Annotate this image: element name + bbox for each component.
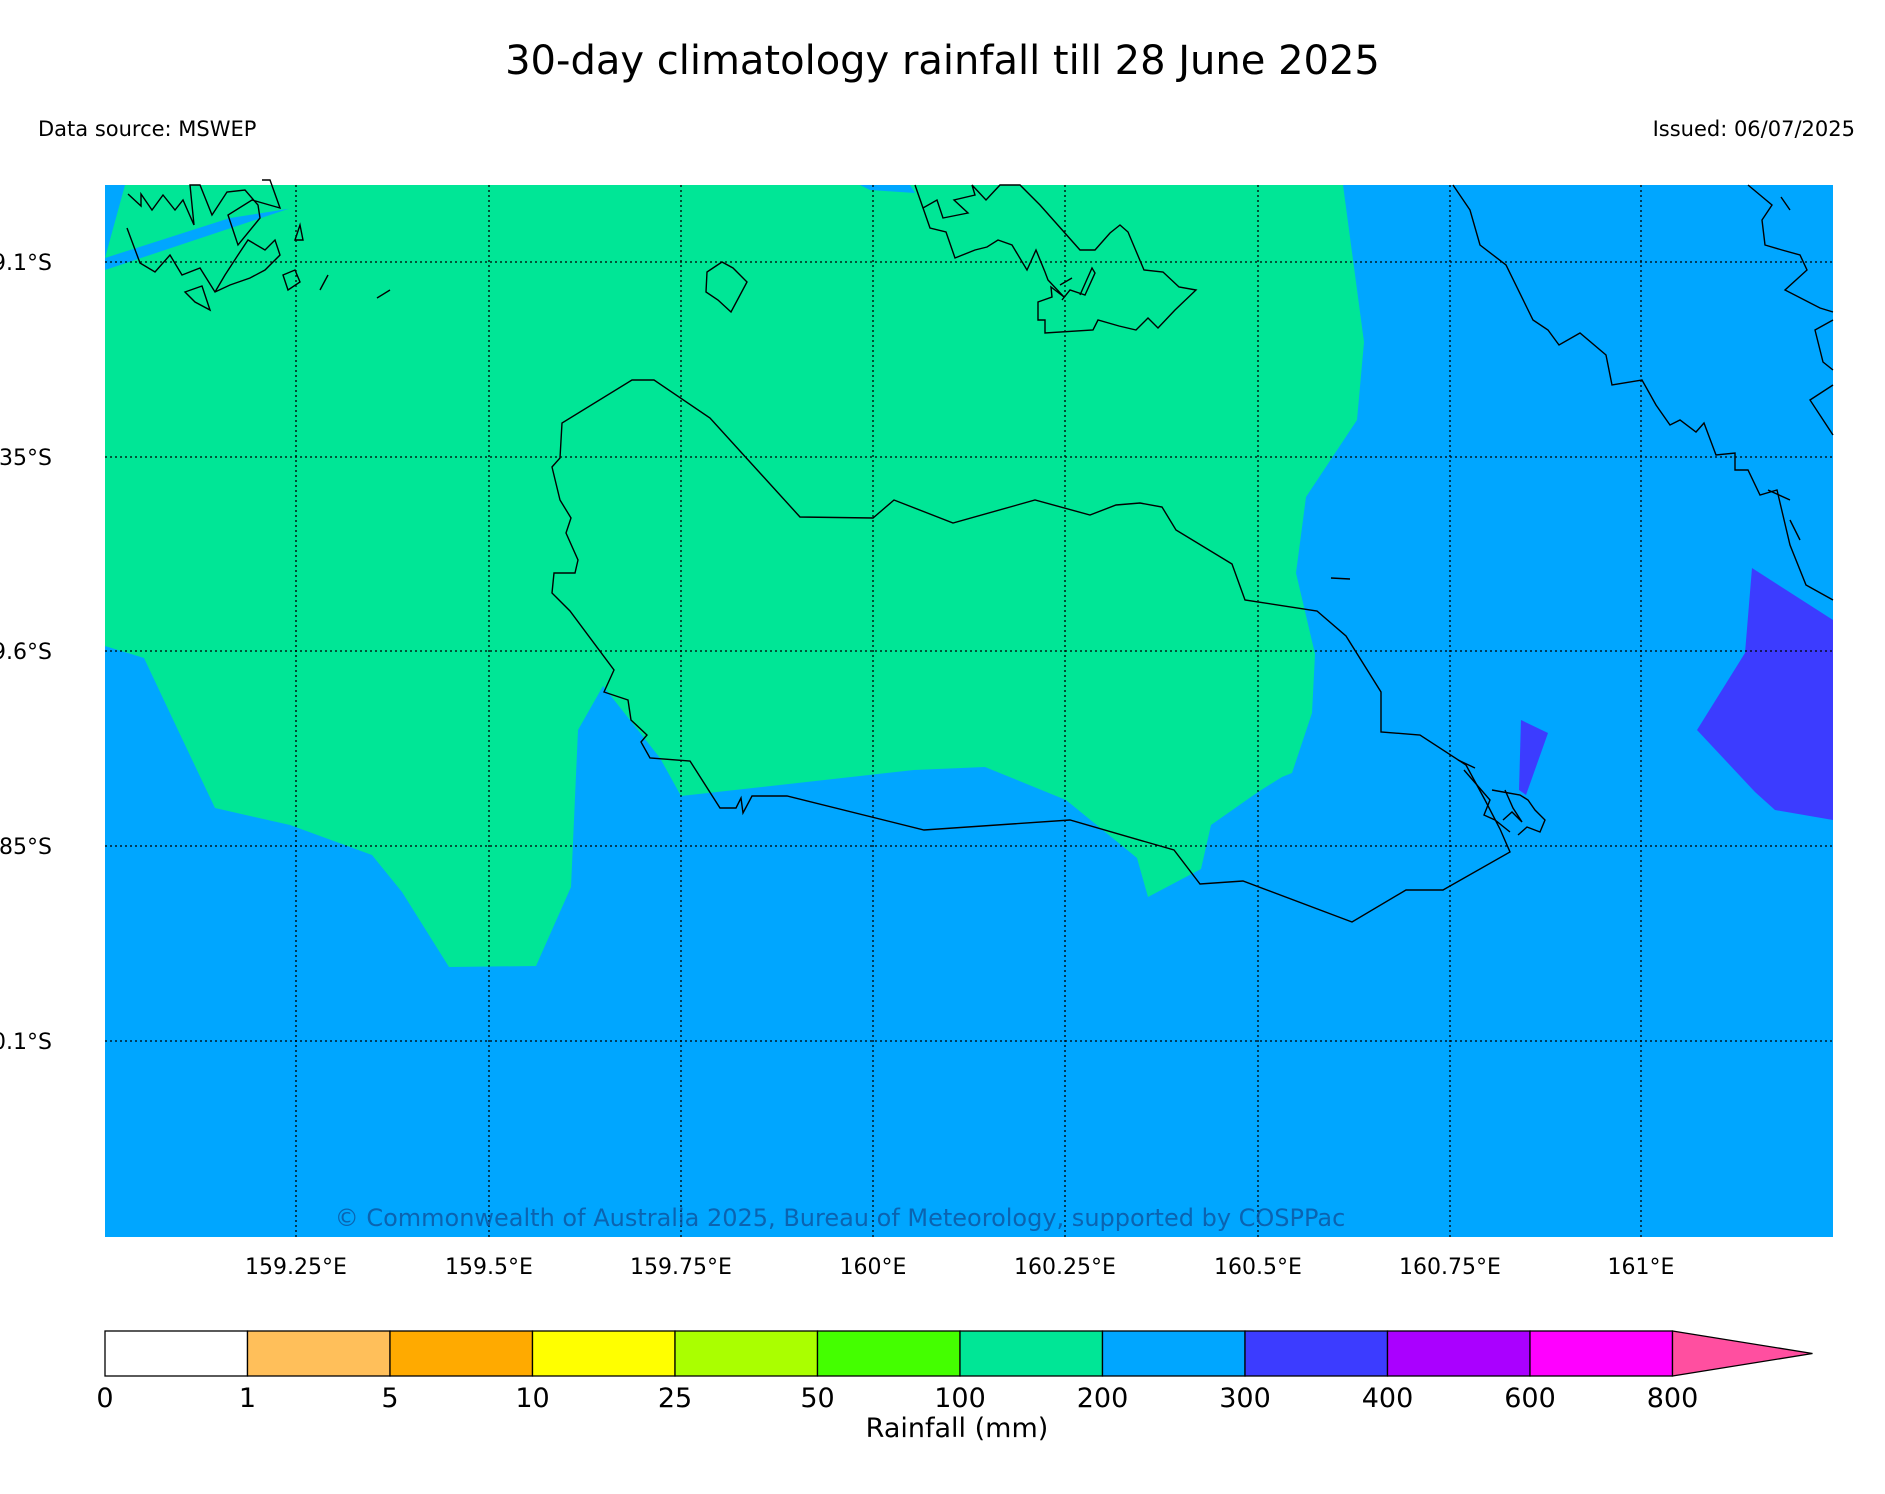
colorbar-segment	[1244, 1330, 1389, 1377]
colorbar-segment	[104, 1330, 249, 1377]
longitude-label: 160.25°E	[1014, 1255, 1116, 1280]
coastline-russell-islet-3	[294, 222, 304, 241]
coastline-florida-inner	[1059, 266, 1096, 301]
latitude-labels: 9.1°S 9.35°S 9.6°S 9.85°S 10.1°S	[0, 251, 52, 1055]
coastline-small-islet-e	[1463, 769, 1511, 833]
longitude-labels: 159.25°E 159.5°E 159.75°E 160°E 160.25°E 160.…	[245, 1255, 1674, 1280]
colorbar-tick-label: 800	[1647, 1383, 1699, 1414]
colorbar-tick-label: 50	[800, 1383, 834, 1414]
latitude-label: 10.1°S	[0, 1030, 52, 1055]
coastline-russell-islet-1	[183, 285, 212, 312]
colorbar-segment	[816, 1330, 961, 1377]
coastline-savo	[705, 261, 748, 314]
coastline-russell-islet-2	[282, 269, 301, 292]
coastline-dash-1	[1330, 577, 1351, 580]
colorbar-segment	[674, 1330, 819, 1377]
colorbar-tick-label: 5	[381, 1383, 398, 1414]
coastline-small-islet-e2	[1491, 789, 1546, 836]
rainfall-area-100-200-northwest	[105, 185, 390, 258]
data-source-label: Data source: MSWEP	[38, 117, 257, 141]
colorbar-tick-label: 300	[1219, 1383, 1271, 1414]
colorbar-tick-label: 200	[1077, 1383, 1129, 1414]
colorbar-segment	[1101, 1330, 1246, 1377]
colorbar-segment	[389, 1330, 534, 1377]
gridlines	[105, 185, 1833, 1237]
longitude-label: 161°E	[1608, 1255, 1675, 1280]
rainfall-area-200-300-north	[860, 185, 915, 193]
colorbar-segment	[531, 1330, 676, 1377]
issued-date-label: Issued: 06/07/2025	[1652, 117, 1855, 141]
colorbar-segment	[246, 1330, 391, 1377]
latitude-label: 9.85°S	[0, 835, 52, 860]
longitude-label: 160.5°E	[1214, 1255, 1302, 1280]
latitude-label: 9.35°S	[0, 446, 52, 471]
colorbar-tick-label: 1	[239, 1383, 256, 1414]
colorbar-tick-label: 10	[515, 1383, 549, 1414]
longitude-label: 159.25°E	[245, 1255, 347, 1280]
coastline-malaita-north	[1747, 184, 1834, 436]
longitude-label: 159.5°E	[445, 1255, 533, 1280]
map-title: 30-day climatology rainfall till 28 June…	[505, 38, 1380, 84]
longitude-label: 160°E	[840, 1255, 907, 1280]
longitude-label: 159.75°E	[630, 1255, 732, 1280]
coastline-malaita	[1452, 184, 1834, 601]
coastlines	[126, 179, 1834, 923]
colorbar-label: Rainfall (mm)	[866, 1413, 1049, 1444]
coastline-dash-3	[1767, 196, 1801, 541]
colorbar-extend-arrow	[1671, 1330, 1813, 1377]
coastline-dash-2	[1457, 759, 1476, 769]
colorbar: 0 1 5 10 25 50 100 200 300 400 600 800	[96, 1330, 1813, 1414]
colorbar-segment	[1529, 1330, 1674, 1377]
coastline-guadalcanal	[551, 379, 1511, 923]
rainfall-area-300-400-spot	[1519, 720, 1548, 795]
coastline-florida-islands	[914, 184, 1198, 334]
colorbar-tick-label: 100	[934, 1383, 986, 1414]
colorbar-tick-label: 25	[658, 1383, 692, 1414]
coastline-small-islet-e3	[1502, 789, 1523, 823]
colorbar-segment	[1386, 1330, 1531, 1377]
colorbar-tick-label: 400	[1362, 1383, 1414, 1414]
latitude-label: 9.6°S	[0, 640, 52, 665]
latitude-label: 9.1°S	[0, 251, 52, 276]
coastline-russell-islet-4	[319, 274, 391, 299]
longitude-label: 160.75°E	[1399, 1255, 1501, 1280]
colorbar-tick-label: 0	[96, 1383, 113, 1414]
colorbar-tick-label: 600	[1504, 1383, 1556, 1414]
copyright-credit: © Commonwealth of Australia 2025, Bureau…	[335, 1204, 1346, 1232]
rainfall-area-300-400-east	[1697, 568, 1833, 820]
coastline-russell-islands	[126, 179, 282, 293]
colorbar-segment	[959, 1330, 1104, 1377]
rainfall-area-100-200	[105, 185, 1364, 967]
